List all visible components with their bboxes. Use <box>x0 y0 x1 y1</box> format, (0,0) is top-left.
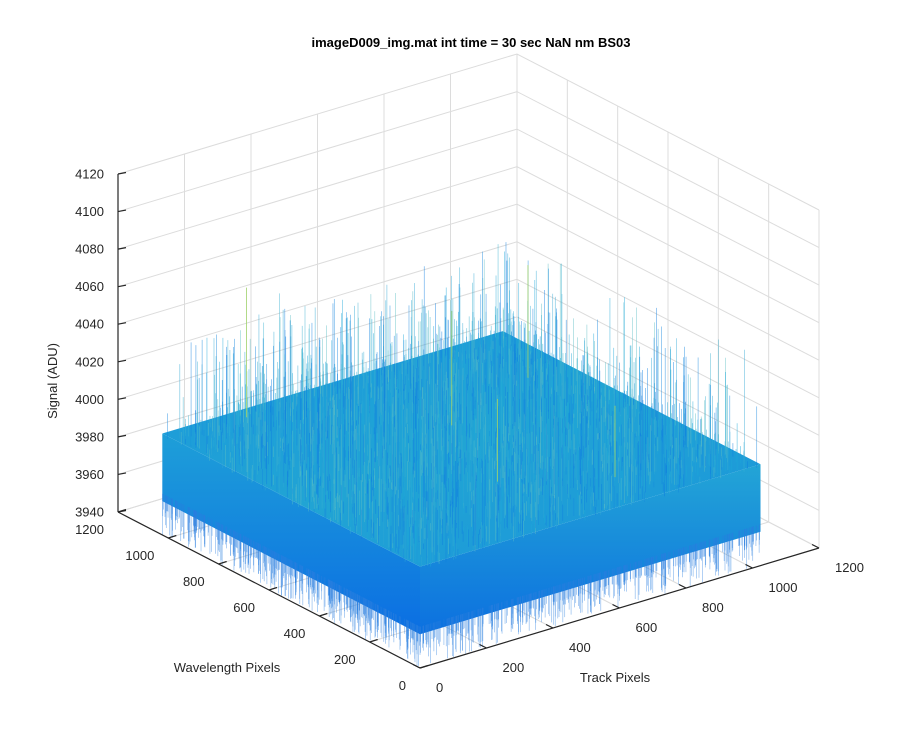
z-tick <box>117 359 127 363</box>
x-tick <box>745 563 753 569</box>
y-tick-label: 200 <box>334 652 356 667</box>
signal-surface <box>162 242 761 666</box>
y-tick <box>218 560 227 565</box>
grid-line-z <box>117 128 820 286</box>
x-tick-label: 200 <box>503 660 525 675</box>
z-tick <box>117 284 127 288</box>
grid-line-z <box>117 53 820 211</box>
x-axis-label: Track Pixels <box>580 670 651 685</box>
z-tick <box>117 209 127 213</box>
x-tick <box>479 643 487 649</box>
z-tick-label: 4080 <box>75 242 104 257</box>
x-tick <box>678 583 687 589</box>
grid-line-z <box>117 166 820 324</box>
x-tick <box>612 603 620 609</box>
surface-face-right <box>420 464 761 635</box>
y-tick <box>117 508 127 513</box>
z-tick <box>117 397 127 400</box>
surface-face-left <box>162 433 421 635</box>
z-tick-label: 4100 <box>75 204 104 219</box>
x-tick-label: 1200 <box>835 560 864 575</box>
y-tick-label: 600 <box>233 600 255 615</box>
z-axis-label: Signal (ADU) <box>45 343 60 419</box>
axes <box>117 171 820 669</box>
y-tick-label: 800 <box>183 574 205 589</box>
z-tick <box>117 434 127 438</box>
z-tick-label: 4060 <box>75 279 104 294</box>
x-tick <box>811 543 820 549</box>
z-tick <box>117 171 127 175</box>
grid-line-z <box>117 203 820 361</box>
y-tick-label: 400 <box>284 626 306 641</box>
y-tick <box>369 638 378 643</box>
tick-labels: 3940396039804000402040404060408041004120… <box>75 167 864 696</box>
z-tick <box>117 247 127 250</box>
grid-line-z <box>117 91 820 249</box>
x-tick <box>412 663 421 669</box>
z-tick-label: 4120 <box>75 167 104 182</box>
y-tick <box>268 586 278 591</box>
y-tick <box>319 612 328 617</box>
z-tick <box>117 472 127 476</box>
z-tick <box>117 322 127 325</box>
chart-title: imageD009_img.mat int time = 30 sec NaN … <box>312 35 631 50</box>
z-tick-label: 3980 <box>75 429 104 444</box>
z-tick-label: 4000 <box>75 392 104 407</box>
y-tick-label: 0 <box>399 678 406 693</box>
x-tick-label: 1000 <box>769 580 798 595</box>
y-tick <box>419 664 429 669</box>
z-tick-label: 4020 <box>75 354 104 369</box>
z-tick-label: 3940 <box>75 505 104 520</box>
z-tick-label: 4040 <box>75 317 104 332</box>
x-tick-label: 800 <box>702 600 724 615</box>
y-tick-label: 1000 <box>125 548 154 563</box>
y-tick-label: 1200 <box>75 522 104 537</box>
x-tick-label: 600 <box>636 620 658 635</box>
x-tick-label: 0 <box>436 680 443 695</box>
y-axis-label: Wavelength Pixels <box>174 660 281 675</box>
x-tick-label: 400 <box>569 640 591 655</box>
x-tick <box>545 623 554 629</box>
y-tick <box>168 534 177 539</box>
z-tick-label: 3960 <box>75 467 104 482</box>
